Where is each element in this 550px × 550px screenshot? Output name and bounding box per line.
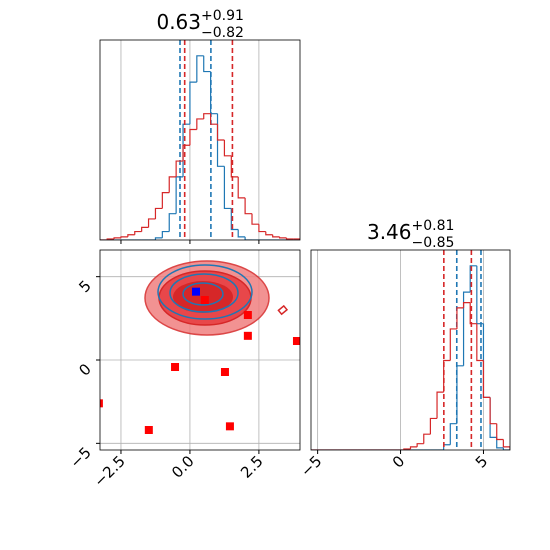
hist-step	[462, 302, 471, 308]
hist-step	[456, 365, 464, 424]
hist-step	[251, 213, 259, 225]
hist-step	[182, 144, 190, 162]
hist-step	[230, 155, 239, 178]
hist-step	[482, 323, 491, 398]
hist-step	[134, 230, 142, 235]
hist-step	[476, 323, 484, 362]
hist-step	[154, 207, 163, 219]
hist-step	[147, 218, 156, 228]
hist-step	[168, 176, 177, 193]
panel	[311, 250, 510, 450]
hist-step	[161, 230, 170, 238]
hist-step	[416, 443, 424, 447]
scatter-points	[100, 287, 300, 434]
hist-step	[244, 236, 252, 240]
hist-step	[443, 444, 451, 450]
x-tick-label: 0.0	[168, 452, 198, 482]
hist-step	[449, 328, 457, 361]
density-contours	[144, 260, 289, 336]
hist-step	[285, 237, 294, 240]
hist-step	[196, 55, 204, 83]
point	[243, 331, 252, 340]
hist-step	[476, 265, 484, 325]
point	[192, 287, 200, 296]
y-tick-label: 5	[75, 277, 94, 296]
point	[292, 337, 300, 345]
hist-step	[469, 302, 477, 325]
hist-step	[502, 447, 510, 450]
hist-step	[482, 360, 491, 398]
hist-step	[237, 176, 246, 199]
title-minus: −0.85	[412, 235, 455, 251]
hist-step	[203, 55, 211, 73]
x-tick-label: −2.5	[90, 452, 128, 490]
hist-step	[469, 265, 477, 293]
hist-step	[210, 113, 218, 125]
hist-step	[272, 234, 280, 238]
y-tick-label: 0	[75, 360, 94, 379]
hist-step	[223, 166, 232, 210]
panel-frame	[99, 39, 301, 241]
contour-island	[277, 304, 289, 316]
point	[225, 422, 234, 431]
panel-frame	[310, 249, 511, 451]
title-value: 0.63	[156, 10, 201, 34]
hist-step	[265, 231, 273, 236]
hist-step	[436, 391, 444, 419]
hist-step	[230, 208, 239, 231]
hist-step	[489, 397, 497, 438]
hist-step	[443, 359, 451, 393]
hist-step	[502, 439, 510, 450]
point	[243, 311, 252, 319]
panel-frame	[99, 249, 301, 451]
hist-step	[293, 238, 300, 240]
y-tick-label: −5	[66, 443, 94, 471]
hist-step	[168, 213, 177, 232]
hist-step	[203, 113, 211, 119]
hist-step	[462, 291, 471, 366]
contour-blue-outer	[157, 264, 253, 320]
hist-step	[161, 192, 170, 209]
point	[220, 368, 229, 376]
x-tick-label: 2.5	[237, 452, 267, 482]
point	[100, 399, 103, 408]
hist-step	[223, 140, 232, 157]
hist-step	[127, 234, 135, 237]
hist-step	[409, 446, 418, 449]
contour-blue-mid	[169, 273, 239, 313]
title-minus: −0.82	[201, 25, 244, 41]
x-tick-label: 0	[389, 452, 408, 471]
point	[144, 426, 153, 434]
title-plus: +0.81	[412, 218, 455, 234]
hist-step	[120, 236, 128, 238]
hist-step	[189, 128, 197, 146]
contour-blue-inner	[182, 282, 224, 306]
hist-step	[113, 237, 121, 239]
hist-step	[278, 236, 287, 239]
hist-step	[154, 237, 163, 240]
hist-step	[258, 224, 266, 233]
panel	[100, 40, 300, 240]
hist-step	[189, 81, 197, 125]
hist-step	[496, 437, 504, 449]
hist-step	[496, 423, 504, 441]
hist-step	[175, 160, 184, 177]
hist-step	[216, 124, 225, 141]
point	[200, 296, 209, 304]
hist-step	[244, 197, 252, 215]
point	[171, 363, 180, 371]
hist-step	[449, 423, 457, 445]
hist-step	[456, 307, 464, 329]
hist-step	[429, 417, 438, 435]
title-plus: +0.91	[201, 8, 244, 24]
x-tick-label: −5	[297, 452, 325, 480]
hist-step	[489, 397, 497, 425]
hist-step	[141, 226, 149, 232]
hist-step	[237, 229, 246, 238]
hist-step	[423, 433, 431, 444]
x-tick-label: 5	[472, 452, 491, 471]
hist-step	[196, 118, 204, 130]
title-value: 3.46	[367, 220, 412, 244]
